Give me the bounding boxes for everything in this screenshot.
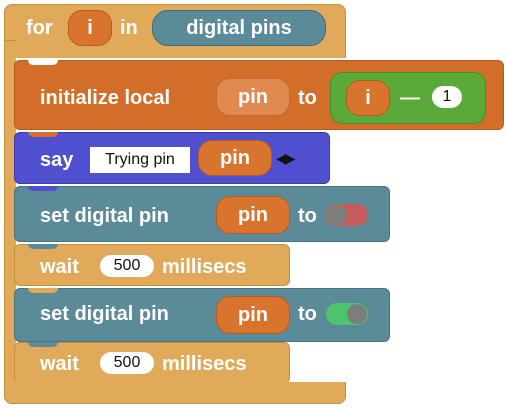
toggle-on-icon[interactable]	[326, 303, 368, 325]
set-digital-pin-label: set digital pin	[40, 303, 169, 325]
set-pin-var-pill[interactable]: pin	[216, 296, 290, 334]
wait-label: wait	[40, 353, 79, 375]
wait-ms-input[interactable]: 500	[100, 255, 154, 277]
to-keyword: to	[298, 87, 317, 109]
set-digital-pin-label: set digital pin	[40, 205, 169, 227]
digital-pins-reporter[interactable]: digital pins	[152, 10, 326, 46]
millisecs-label: millisecs	[162, 353, 247, 375]
to-keyword: to	[298, 205, 317, 227]
set-pin-var-pill[interactable]: pin	[216, 196, 290, 234]
millisecs-label: millisecs	[162, 256, 247, 278]
loop-var-pill[interactable]: i	[68, 10, 112, 46]
subtract-left-var[interactable]: i	[346, 80, 390, 116]
local-var-name-field[interactable]: pin	[216, 78, 290, 116]
wait-ms-input[interactable]: 500	[100, 352, 154, 374]
to-keyword: to	[298, 303, 317, 325]
in-keyword: in	[120, 17, 138, 39]
subtract-right-number[interactable]: 1	[432, 86, 462, 108]
wait-label: wait	[40, 256, 79, 278]
arrows-icon[interactable]: ◀▶	[276, 150, 295, 166]
block-notch	[28, 60, 58, 65]
for-keyword: for	[26, 17, 53, 39]
for-loop-footer	[4, 382, 346, 404]
block-notch	[28, 288, 58, 293]
say-text-input[interactable]: Trying pin	[90, 147, 190, 173]
initialize-local-label: initialize local	[40, 87, 171, 109]
say-label: say	[40, 149, 74, 171]
set-digital-pin-block[interactable]	[14, 288, 390, 342]
block-notch	[28, 186, 58, 191]
block-notch	[28, 342, 58, 347]
block-notch	[28, 132, 58, 137]
say-var-pill[interactable]: pin	[198, 140, 272, 176]
block-notch	[28, 244, 58, 249]
minus-operator: —	[400, 87, 420, 109]
toggle-off-icon[interactable]	[326, 204, 368, 226]
